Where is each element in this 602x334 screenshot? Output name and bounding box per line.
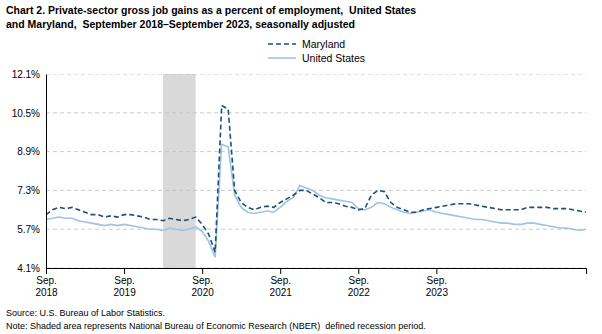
x-tick-label: Sep.2020 bbox=[192, 275, 215, 298]
legend-swatch bbox=[268, 43, 296, 45]
x-tick-label-line: Sep. bbox=[36, 275, 57, 286]
source: Source: U.S. Bureau of Labor Statistics. bbox=[6, 308, 165, 318]
y-tick-label: 8.9% bbox=[17, 146, 40, 157]
x-tick: Sep.2021 bbox=[270, 268, 293, 298]
x-tick: Sep.2020 bbox=[192, 268, 215, 298]
legend-label: Maryland bbox=[302, 38, 345, 50]
legend: Maryland United States bbox=[268, 38, 365, 64]
x-tick-label-line: 2019 bbox=[113, 287, 136, 298]
legend-item: Maryland bbox=[268, 38, 345, 50]
x-tick-label-line: Sep. bbox=[114, 275, 135, 286]
legend-label: United States bbox=[302, 52, 365, 64]
note: Note: Shaded area represents National Bu… bbox=[6, 321, 426, 331]
plot: Sep.2018Sep.2019Sep.2020Sep.2021Sep.2022… bbox=[12, 69, 587, 298]
x-axis-line bbox=[47, 269, 587, 275]
x-tick-label-line: 2022 bbox=[348, 287, 371, 298]
x-tick-label-line: Sep. bbox=[427, 275, 448, 286]
x-tick-mark bbox=[124, 268, 125, 274]
chart: Chart 2. Private-sector gross job gains … bbox=[0, 0, 602, 334]
grid-line bbox=[46, 190, 586, 191]
y-tick: 7.3% bbox=[17, 185, 46, 196]
recession-shade bbox=[163, 74, 196, 268]
x-tick-label-line: 2021 bbox=[270, 287, 293, 298]
x-tick-label-line: 2020 bbox=[192, 287, 215, 298]
x-tick-mark bbox=[46, 268, 47, 274]
marks bbox=[46, 74, 586, 268]
x-tick-mark bbox=[436, 268, 437, 274]
x-tick-mark bbox=[358, 268, 359, 274]
y-tick-label: 10.5% bbox=[12, 108, 40, 119]
y-tick: 10.5% bbox=[12, 108, 46, 119]
legend-item: United States bbox=[268, 52, 365, 64]
x-tick-label: Sep.2023 bbox=[426, 275, 449, 298]
x-tick: Sep.2022 bbox=[348, 268, 371, 298]
x-tick-label-line: Sep. bbox=[192, 275, 213, 286]
x-tick: Sep.2019 bbox=[113, 268, 136, 298]
x-tick-label-line: 2023 bbox=[426, 287, 449, 298]
title: Chart 2. Private-sector gross job gains … bbox=[6, 4, 416, 16]
y-tick: 5.7% bbox=[17, 224, 46, 235]
y-axis-line bbox=[46, 75, 47, 269]
grid-line bbox=[46, 229, 586, 230]
x-tick-label-line: Sep. bbox=[270, 275, 291, 286]
y-tick: 8.9% bbox=[17, 146, 46, 157]
grid-line bbox=[46, 268, 586, 269]
x-tick-label: Sep.2018 bbox=[35, 275, 58, 298]
x-tick-label: Sep.2021 bbox=[270, 275, 293, 298]
y-tick-label: 5.7% bbox=[17, 224, 40, 235]
grid-line bbox=[46, 151, 586, 152]
x-tick-mark bbox=[202, 268, 203, 274]
series-line bbox=[46, 106, 586, 253]
x-tick-mark bbox=[280, 268, 281, 274]
series-line bbox=[46, 144, 586, 257]
y-tick-label: 4.1% bbox=[17, 263, 40, 274]
x-tick-label-line: 2018 bbox=[35, 287, 58, 298]
x-tick-label: Sep.2022 bbox=[348, 275, 371, 298]
grid-line bbox=[46, 112, 586, 113]
legend-swatch bbox=[268, 57, 296, 59]
y-tick-label: 12.1% bbox=[12, 69, 40, 80]
y-tick: 12.1% bbox=[12, 69, 46, 80]
x-tick-label: Sep.2019 bbox=[113, 275, 136, 298]
y-tick-label: 7.3% bbox=[17, 185, 40, 196]
y-tick: 4.1% bbox=[17, 263, 46, 274]
x-tick: Sep.2023 bbox=[426, 268, 449, 298]
subtitle: and Maryland, September 2018–September 2… bbox=[6, 18, 355, 30]
x-axis: Sep.2018Sep.2019Sep.2020Sep.2021Sep.2022… bbox=[35, 268, 586, 298]
grid-line bbox=[46, 74, 586, 75]
y-axis: 4.1% 5.7% 7.3% 8.9% 10.5% 12.1% bbox=[12, 69, 47, 274]
x-tick-label-line: Sep. bbox=[349, 275, 370, 286]
